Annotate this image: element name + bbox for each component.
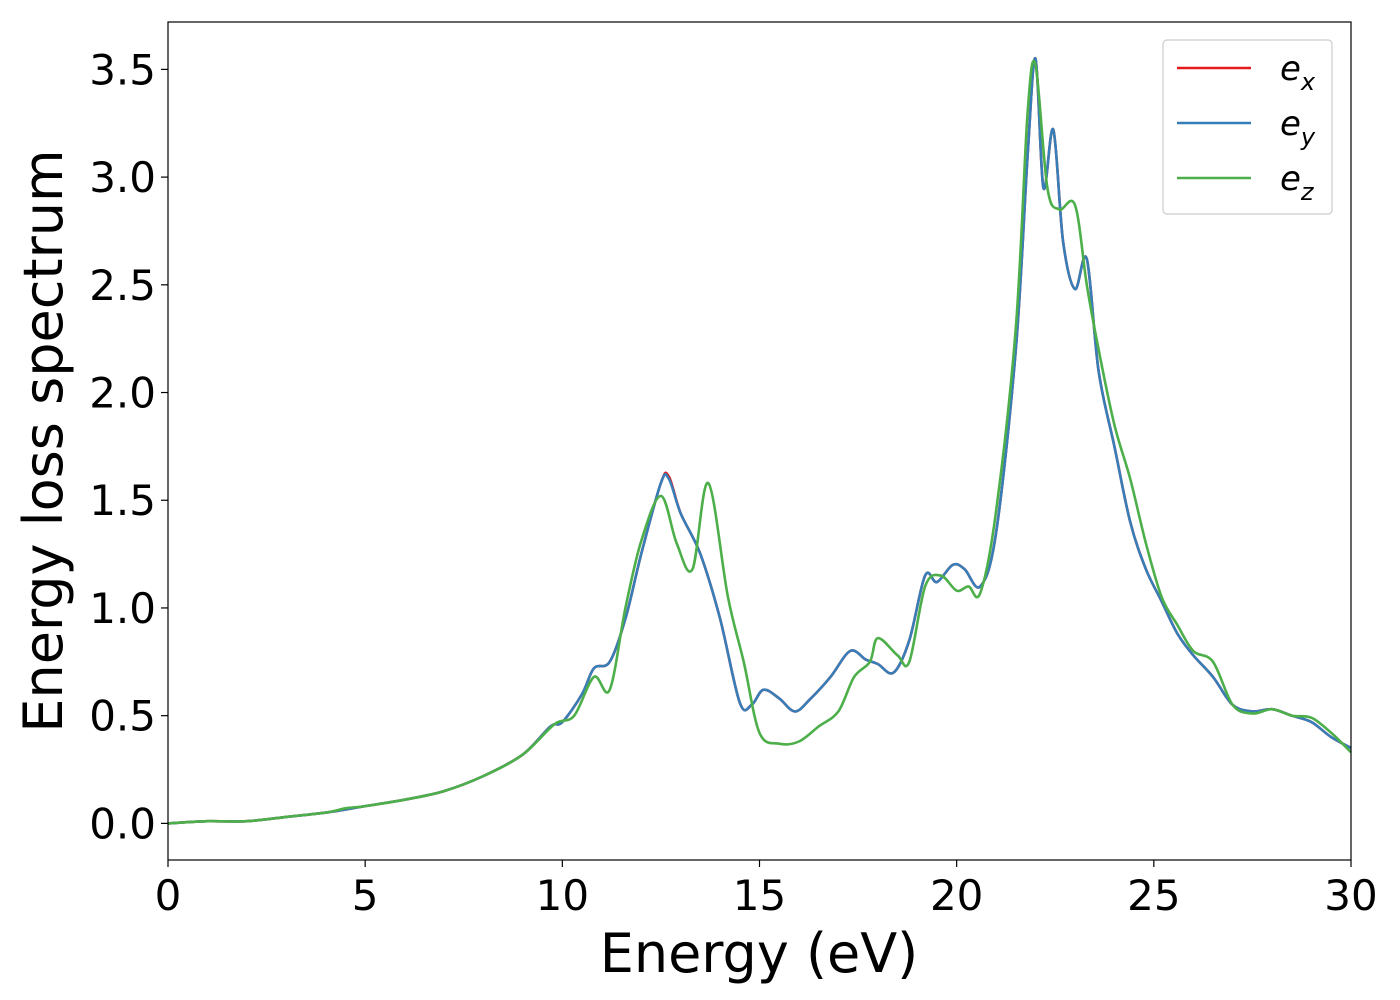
- plot-frame: [167, 21, 1352, 861]
- x-tick-label: 5: [352, 871, 379, 920]
- legend-label-subscript: z: [1300, 178, 1315, 206]
- y-tick-label: 3.0: [89, 153, 156, 202]
- y-axis-label: Energy loss spectrum: [12, 149, 75, 732]
- legend-label-subscript: x: [1300, 68, 1316, 96]
- legend-label-x: ex: [1280, 49, 1316, 96]
- legend-label-base: e: [1280, 49, 1301, 89]
- x-tick-label: 15: [733, 871, 786, 920]
- x-tick-label: 0: [155, 871, 182, 920]
- axis-ticks: 0 5 10 15 20 25 30 0.0 0.5 1.0 1.5 2.0 2.5 3.0 3.5: [89, 45, 1378, 920]
- x-tick-label: 10: [536, 871, 589, 920]
- series-lines: [167, 57, 1352, 825]
- x-tick-label: 20: [930, 871, 983, 920]
- y-tick-label: 0.5: [89, 692, 156, 741]
- x-axis-label: Energy (eV): [600, 922, 919, 985]
- x-tick-label: 30: [1324, 871, 1377, 920]
- legend-label-base: e: [1280, 159, 1301, 199]
- legend-label-z: ez: [1280, 159, 1315, 206]
- y-tick-label: 2.5: [89, 261, 156, 310]
- legend-label-subscript: y: [1300, 123, 1316, 151]
- y-tick-label: 1.5: [89, 476, 156, 525]
- y-tick-label: 2.0: [89, 369, 156, 418]
- y-tick-label: 3.5: [89, 45, 156, 94]
- series-line-z: [167, 59, 1352, 825]
- y-tick-label: 1.0: [89, 584, 156, 633]
- legend-label-base: e: [1280, 104, 1301, 144]
- x-tick-label: 25: [1127, 871, 1180, 920]
- legend-box: [1162, 39, 1333, 215]
- y-tick-label: 0.0: [89, 799, 156, 848]
- legend-label-y: ey: [1280, 104, 1316, 151]
